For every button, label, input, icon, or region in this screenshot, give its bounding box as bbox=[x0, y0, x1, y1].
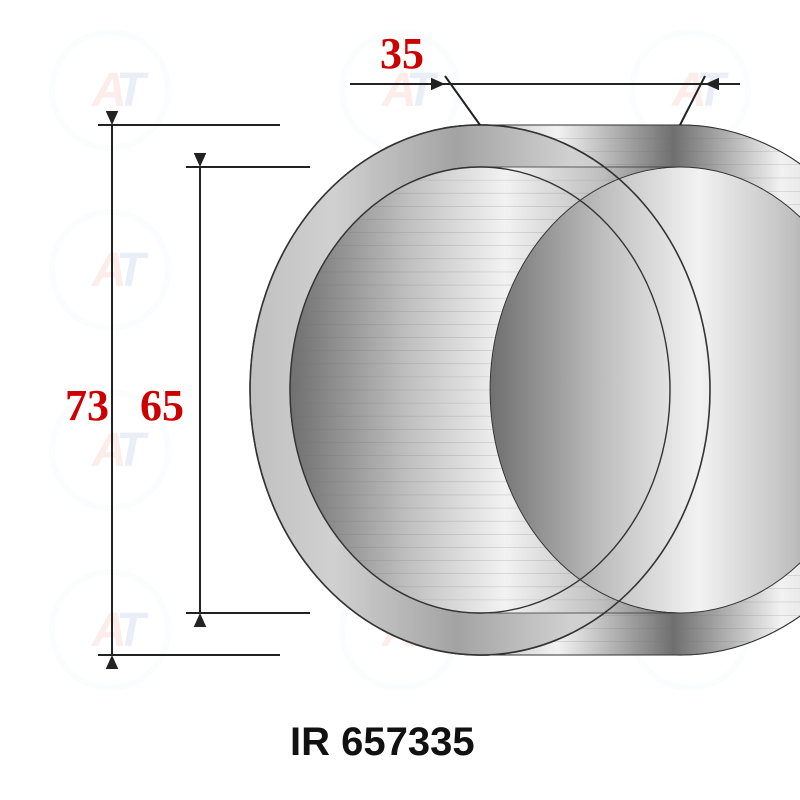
dimension-outer-height-label: 73 bbox=[65, 380, 109, 431]
svg-text:T: T bbox=[116, 244, 149, 297]
dimension-width-label: 35 bbox=[380, 28, 424, 79]
svg-text:T: T bbox=[116, 604, 149, 657]
svg-text:T: T bbox=[696, 64, 729, 117]
drawing-stage: ATATATATATATATATATATATAT 35 73 65 IR 657… bbox=[0, 0, 800, 800]
part-number-label: IR 657335 bbox=[290, 720, 475, 765]
svg-text:T: T bbox=[116, 424, 149, 477]
svg-text:T: T bbox=[116, 64, 149, 117]
drawing-svg: ATATATATATATATATATATATAT bbox=[0, 0, 800, 800]
dimension-inner-height-label: 65 bbox=[140, 380, 184, 431]
